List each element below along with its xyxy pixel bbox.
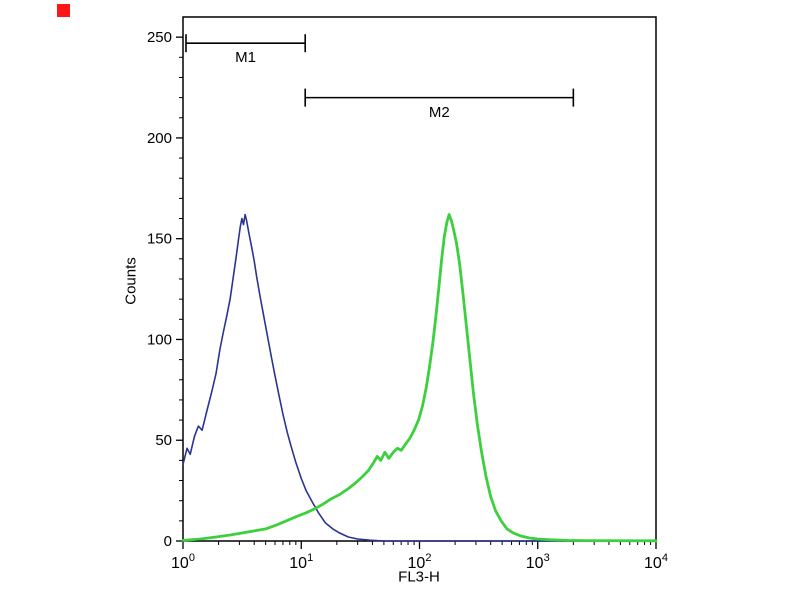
y-axis-title: Counts — [122, 257, 140, 305]
gate-label-m2: M2 — [428, 103, 450, 121]
y-tick-label: 200 — [147, 130, 172, 147]
x-tick-label: 100 — [171, 552, 195, 572]
y-tick-label: 150 — [147, 231, 172, 248]
red-marker — [57, 4, 70, 17]
y-tick-label: 50 — [155, 432, 172, 449]
y-tick-label: 0 — [164, 533, 172, 550]
x-axis-title: FL3-H — [398, 568, 440, 586]
x-tick-label: 102 — [408, 552, 432, 572]
x-tick-label: 103 — [526, 552, 550, 572]
y-tick-label: 100 — [147, 331, 172, 348]
series-control-blue — [182, 213, 657, 542]
series-stained-green — [181, 213, 658, 543]
x-tick-label: 104 — [644, 552, 668, 572]
y-tick-label: 250 — [147, 29, 172, 46]
x-tick-label: 101 — [289, 552, 313, 572]
gate-label-m1: M1 — [235, 49, 257, 67]
plot-border — [182, 16, 657, 542]
